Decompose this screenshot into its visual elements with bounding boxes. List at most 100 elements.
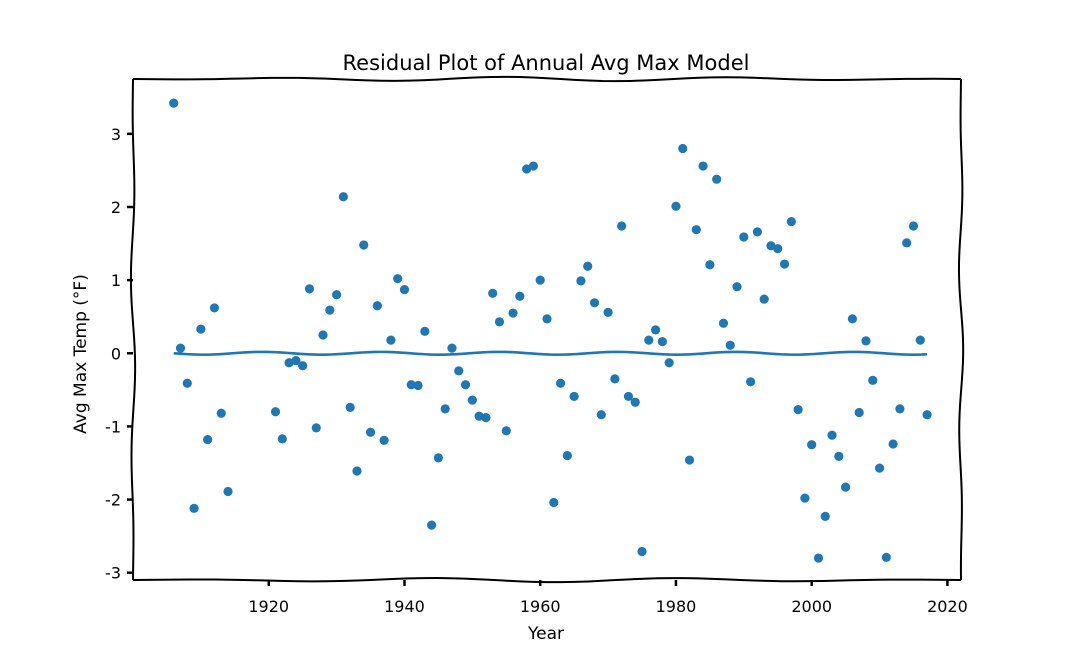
- data-point: [298, 361, 308, 371]
- data-point: [427, 520, 437, 530]
- data-point: [481, 413, 491, 423]
- data-point: [732, 282, 742, 292]
- data-point: [311, 423, 321, 433]
- data-point: [209, 303, 220, 313]
- data-point: [834, 451, 844, 461]
- data-point: [365, 427, 376, 437]
- x-tick-label: 1920: [248, 597, 289, 616]
- data-point: [650, 325, 661, 335]
- x-tick-label: 1960: [520, 597, 561, 616]
- data-point: [196, 324, 206, 334]
- data-point: [698, 161, 708, 171]
- data-point: [664, 358, 674, 368]
- data-point: [902, 238, 912, 248]
- data-point: [705, 260, 715, 270]
- y-tick-label: 1: [111, 271, 121, 290]
- data-point: [657, 336, 667, 347]
- data-point: [372, 301, 382, 311]
- data-point: [182, 378, 192, 388]
- data-point: [420, 326, 430, 336]
- data-point: [725, 340, 735, 350]
- data-point: [888, 439, 898, 449]
- y-tick-label: -1: [105, 417, 121, 436]
- data-point: [216, 408, 226, 418]
- data-point: [501, 426, 511, 436]
- data-point: [712, 174, 722, 184]
- data-point: [589, 298, 600, 308]
- data-point: [610, 374, 620, 384]
- data-point: [433, 453, 444, 463]
- data-point: [413, 380, 423, 391]
- y-tick-label: 2: [111, 198, 121, 217]
- data-point: [569, 391, 579, 402]
- x-tick-label: 2000: [791, 597, 832, 616]
- data-point: [847, 314, 858, 324]
- data-point: [467, 395, 477, 405]
- data-point: [454, 366, 464, 376]
- data-point: [759, 294, 769, 304]
- data-point: [169, 98, 179, 108]
- data-point: [488, 288, 498, 298]
- data-point: [386, 335, 396, 345]
- y-tick-label: 0: [111, 344, 121, 363]
- data-point: [555, 378, 566, 388]
- data-point: [270, 407, 281, 417]
- data-point: [542, 314, 552, 324]
- data-point: [223, 486, 233, 497]
- y-tick-label: -2: [105, 491, 121, 510]
- data-point: [861, 336, 871, 346]
- data-point: [508, 308, 518, 318]
- data-point: [325, 305, 335, 315]
- data-point: [189, 503, 199, 513]
- data-point: [841, 482, 851, 492]
- data-point: [583, 261, 593, 271]
- data-point: [922, 410, 932, 420]
- data-point: [854, 407, 864, 418]
- data-point: [318, 330, 328, 340]
- data-point: [915, 335, 925, 345]
- plot-area: -3 -2 -1 0 1 2 3 1920 1940 1960 1980 2000 2020: [105, 75, 968, 616]
- data-point: [786, 217, 796, 227]
- frame-top: [132, 75, 962, 83]
- data-point: [447, 343, 457, 353]
- data-point: [440, 404, 450, 414]
- data-point: [908, 221, 919, 231]
- data-point: [352, 466, 362, 476]
- data-point: [807, 440, 817, 450]
- data-point: [528, 161, 539, 171]
- data-point: [338, 192, 348, 202]
- x-axis-label: Year: [527, 624, 564, 644]
- data-point: [406, 380, 416, 390]
- data-point: [596, 410, 606, 420]
- data-point: [175, 343, 186, 353]
- data-point: [793, 404, 803, 415]
- data-point: [494, 317, 505, 327]
- data-point: [827, 430, 837, 440]
- data-point: [684, 455, 695, 465]
- chart-title: Residual Plot of Annual Avg Max Model: [343, 51, 750, 75]
- data-point: [813, 553, 824, 563]
- data-point: [895, 404, 905, 414]
- data-point: [576, 276, 586, 286]
- data-point: [393, 274, 403, 284]
- data-point: [515, 291, 525, 301]
- frame-left: [129, 78, 137, 581]
- data-point: [277, 434, 287, 444]
- data-point: [630, 397, 640, 407]
- data-point: [718, 318, 729, 328]
- data-point: [304, 284, 315, 294]
- frame-bottom: [132, 577, 962, 584]
- data-point: [460, 380, 471, 390]
- data-point: [868, 375, 878, 385]
- data-point: [549, 497, 559, 508]
- data-point: [644, 335, 654, 345]
- data-point: [332, 290, 342, 300]
- data-point: [603, 307, 613, 317]
- x-tick-label: 1980: [656, 597, 697, 616]
- data-point: [345, 402, 355, 412]
- data-point: [779, 259, 790, 269]
- data-point: [203, 434, 213, 445]
- data-point: [691, 225, 701, 235]
- data-point: [752, 227, 762, 237]
